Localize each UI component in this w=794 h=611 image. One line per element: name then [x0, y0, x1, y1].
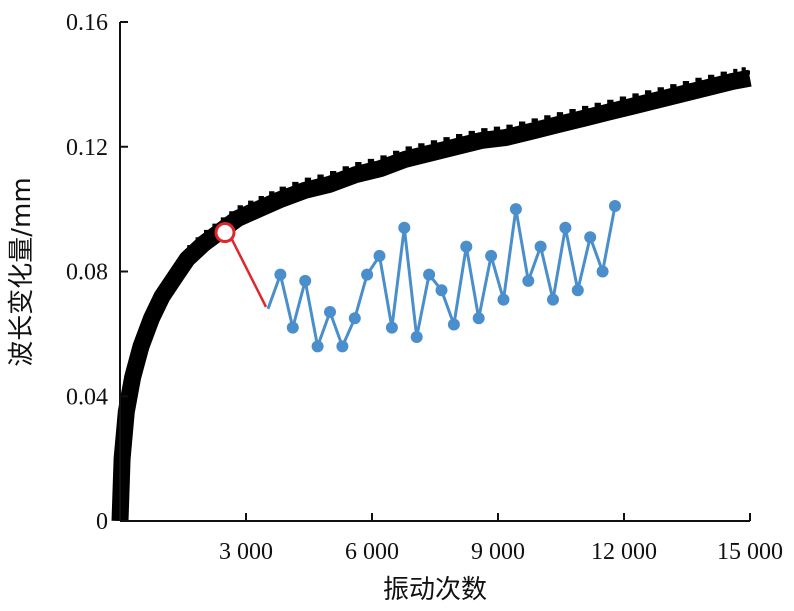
detail-point	[274, 268, 287, 281]
y-tick-label: 0.08	[66, 260, 108, 286]
x-tick-label: 6 000	[345, 539, 399, 565]
detail-point	[385, 321, 398, 334]
detail-point	[497, 293, 510, 306]
detail-point	[472, 312, 485, 325]
detail-point	[435, 284, 448, 297]
x-tick-label: 12 000	[591, 539, 657, 565]
detail-point	[485, 249, 498, 262]
detail-inset	[214, 200, 621, 353]
detail-point	[509, 203, 522, 216]
data-series-line	[111, 69, 752, 522]
y-tick-label: 0.04	[66, 384, 108, 410]
detail-point	[547, 293, 559, 306]
detail-point	[559, 221, 572, 234]
x-tick-label: 9 000	[471, 539, 525, 565]
detail-point	[410, 331, 423, 343]
detail-point	[398, 221, 411, 234]
y-axis-ticks: 0 0.04 0.08 0.12 0.16	[66, 10, 128, 535]
detail-point	[311, 340, 324, 353]
x-tick-label: 15 000	[717, 539, 783, 565]
detail-point	[596, 265, 609, 278]
detail-point	[571, 284, 584, 297]
detail-point	[522, 274, 535, 287]
detail-point	[584, 231, 597, 244]
detail-point	[460, 240, 473, 253]
detail-point	[534, 240, 547, 253]
detail-point	[361, 268, 374, 281]
detail-point	[299, 274, 312, 287]
detail-point	[373, 249, 386, 262]
detail-point	[336, 340, 349, 353]
y-tick-label: 0.12	[66, 135, 108, 161]
detail-point	[609, 200, 621, 212]
detail-point	[423, 268, 436, 281]
detail-point	[348, 312, 361, 325]
data-series-edge	[120, 67, 750, 506]
inset-connector-line	[230, 238, 268, 308]
detail-point	[447, 318, 460, 331]
plot-area	[111, 67, 752, 522]
x-axis-ticks: 3 000 6 000 9 000 12 000 15 000	[219, 513, 783, 565]
x-tick-label: 3 000	[219, 539, 273, 565]
x-axis-title: 振动次数	[383, 575, 487, 605]
y-tick-label: 0.16	[66, 10, 108, 36]
y-axis-title: 波长变化量/mm	[7, 177, 37, 366]
detail-point	[286, 321, 299, 334]
highlight-marker	[214, 222, 236, 244]
y-tick-label: 0	[96, 509, 108, 535]
detail-point	[324, 306, 336, 318]
